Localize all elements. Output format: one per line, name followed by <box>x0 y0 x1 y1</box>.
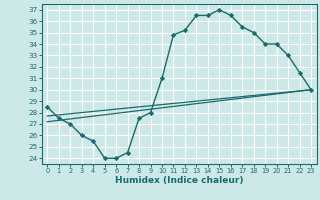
X-axis label: Humidex (Indice chaleur): Humidex (Indice chaleur) <box>115 176 244 185</box>
